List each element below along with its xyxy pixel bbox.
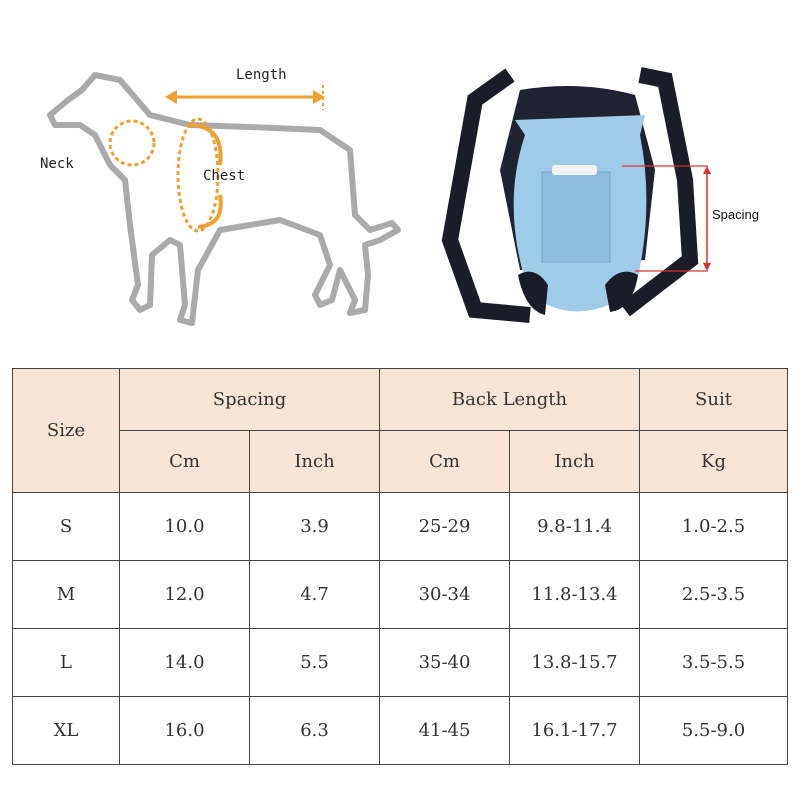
back-inch-cell: 11.8-13.4	[509, 560, 641, 629]
spacing-cm-cell: 16.0	[119, 696, 250, 765]
back-cm-cell: 30-34	[379, 560, 511, 629]
unit-header: Inch	[509, 430, 641, 493]
phone-pocket	[541, 171, 611, 263]
dog-outline	[47, 72, 401, 326]
size-cell: M	[12, 560, 120, 629]
back-length-header: Back Length	[379, 368, 641, 431]
spacing-inch-cell: 6.3	[248, 696, 381, 765]
size-cell: S	[12, 492, 120, 561]
phone	[552, 165, 597, 175]
length-label: Length	[236, 67, 287, 83]
back-cm-cell: 35-40	[379, 628, 511, 697]
kg-cell: 2.5-3.5	[639, 560, 789, 629]
leg-hole-left	[518, 271, 548, 315]
spacing-cm-cell: 10.0	[119, 492, 250, 561]
back-inch-cell: 13.8-15.7	[509, 628, 641, 697]
kg-cell: 1.0-2.5	[639, 492, 789, 561]
back-inch-cell: 9.8-11.4	[509, 492, 641, 561]
chest-label: Chest	[203, 168, 246, 184]
spacing-cm-cell: 12.0	[119, 560, 250, 629]
length-arrowhead-right	[313, 90, 325, 104]
chest-measure	[176, 117, 220, 233]
table-row: XL 16.0 6.3 41-45 16.1-17.7 5.5-9.0	[12, 696, 789, 765]
spacing-inch-cell: 5.5	[248, 628, 381, 697]
table-header-row: Size Spacing Back Length Suit	[12, 368, 789, 493]
table-unit-row: Cm Inch Cm Inch Kg	[13, 430, 789, 493]
spacing-arrowhead-top	[703, 166, 711, 174]
length-arrowhead-left	[165, 90, 177, 104]
carrier-illustration	[441, 67, 711, 323]
size-cell: XL	[12, 696, 120, 765]
unit-header: Inch	[248, 430, 381, 493]
suit-header: Suit	[639, 368, 789, 431]
leg-hole-right	[605, 271, 638, 312]
table-row: S 10.0 3.9 25-29 9.8-11.4 1.0-2.5	[12, 492, 789, 561]
unit-header: Cm	[119, 430, 250, 493]
strap-right	[620, 67, 699, 317]
table-row: L 14.0 5.5 35-40 13.8-15.7 3.5-5.5	[12, 628, 789, 697]
size-cell: L	[12, 628, 120, 697]
back-cm-cell: 25-29	[379, 492, 511, 561]
strap-left	[441, 68, 531, 323]
kg-cell: 5.5-9.0	[639, 696, 789, 765]
table-row: M 12.0 4.7 30-34 11.8-13.4 2.5-3.5	[12, 560, 789, 629]
neck-label: Neck	[40, 156, 74, 172]
spacing-header: Spacing	[118, 368, 381, 431]
neck-measure	[108, 119, 156, 167]
kg-cell: 3.5-5.5	[639, 628, 789, 697]
size-header: Size	[12, 368, 120, 493]
back-cm-cell: 41-45	[379, 696, 511, 765]
unit-header: Cm	[379, 430, 511, 493]
dog-measurement-illustration	[47, 72, 401, 326]
chest-arrow	[187, 123, 223, 166]
spacing-cm-cell: 14.0	[119, 628, 250, 697]
back-inch-cell: 16.1-17.7	[509, 696, 641, 765]
chest-arrow-lower	[197, 194, 223, 229]
unit-header: Kg	[639, 430, 789, 493]
spacing-arrowhead-bottom	[703, 263, 711, 271]
spacing-label: Spacing	[712, 207, 759, 222]
spacing-inch-cell: 4.7	[248, 560, 381, 629]
size-chart-table: Size Spacing Back Length Suit Cm Inch Cm…	[12, 368, 789, 765]
spacing-inch-cell: 3.9	[248, 492, 381, 561]
